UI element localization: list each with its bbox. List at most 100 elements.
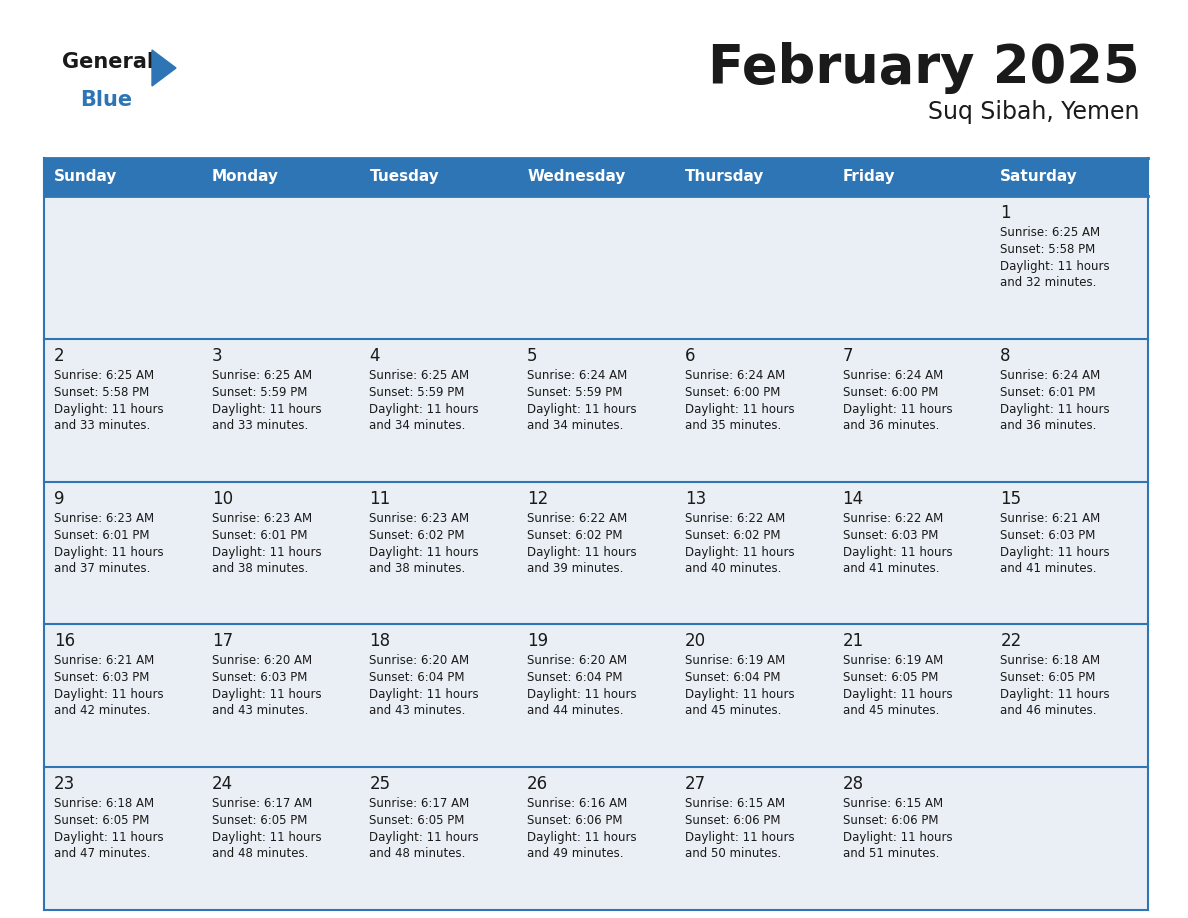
Bar (44, 339, 202, 482)
Bar (991, 624, 1148, 767)
Text: Sunset: 5:59 PM: Sunset: 5:59 PM (369, 386, 465, 398)
Text: Sunset: 5:59 PM: Sunset: 5:59 PM (211, 386, 307, 398)
Text: Sunset: 6:06 PM: Sunset: 6:06 PM (527, 814, 623, 827)
Text: 2: 2 (53, 347, 64, 364)
Text: Sunset: 6:02 PM: Sunset: 6:02 PM (527, 529, 623, 542)
Bar (44, 482, 202, 624)
Text: 28: 28 (842, 775, 864, 793)
Text: Daylight: 11 hours
and 39 minutes.: Daylight: 11 hours and 39 minutes. (527, 545, 637, 575)
Text: Sunrise: 6:17 AM: Sunrise: 6:17 AM (369, 797, 469, 811)
Text: 5: 5 (527, 347, 538, 364)
Bar (675, 624, 833, 767)
Text: 8: 8 (1000, 347, 1011, 364)
Bar (991, 196, 1148, 339)
Text: Sunset: 6:00 PM: Sunset: 6:00 PM (684, 386, 781, 398)
Text: Sunset: 6:05 PM: Sunset: 6:05 PM (53, 814, 150, 827)
Text: Sunrise: 6:22 AM: Sunrise: 6:22 AM (842, 511, 943, 524)
Text: Daylight: 11 hours
and 32 minutes.: Daylight: 11 hours and 32 minutes. (1000, 260, 1110, 289)
Text: 1: 1 (1000, 204, 1011, 222)
Text: Sunset: 6:03 PM: Sunset: 6:03 PM (211, 671, 307, 685)
Text: Sunrise: 6:24 AM: Sunrise: 6:24 AM (1000, 369, 1100, 382)
Text: Monday: Monday (211, 170, 279, 185)
Text: 25: 25 (369, 775, 391, 793)
Text: Daylight: 11 hours
and 45 minutes.: Daylight: 11 hours and 45 minutes. (684, 688, 795, 717)
Text: Sunrise: 6:18 AM: Sunrise: 6:18 AM (1000, 655, 1100, 667)
Bar (517, 196, 675, 339)
Text: Sunrise: 6:22 AM: Sunrise: 6:22 AM (527, 511, 627, 524)
Text: Daylight: 11 hours
and 33 minutes.: Daylight: 11 hours and 33 minutes. (53, 403, 164, 431)
Text: 20: 20 (684, 633, 706, 650)
Bar (360, 196, 517, 339)
Text: Sunrise: 6:23 AM: Sunrise: 6:23 AM (53, 511, 154, 524)
Bar (675, 482, 833, 624)
Text: Saturday: Saturday (1000, 170, 1078, 185)
Bar (517, 767, 675, 910)
Text: Wednesday: Wednesday (527, 170, 626, 185)
Text: 6: 6 (684, 347, 695, 364)
Text: Daylight: 11 hours
and 42 minutes.: Daylight: 11 hours and 42 minutes. (53, 688, 164, 717)
Text: Daylight: 11 hours
and 46 minutes.: Daylight: 11 hours and 46 minutes. (1000, 688, 1110, 717)
Text: Sunset: 5:58 PM: Sunset: 5:58 PM (1000, 243, 1095, 256)
Text: Daylight: 11 hours
and 51 minutes.: Daylight: 11 hours and 51 minutes. (842, 831, 953, 860)
Text: Suq Sibah, Yemen: Suq Sibah, Yemen (929, 100, 1140, 124)
Text: Sunrise: 6:22 AM: Sunrise: 6:22 AM (684, 511, 785, 524)
Text: 15: 15 (1000, 489, 1022, 508)
Text: Daylight: 11 hours
and 37 minutes.: Daylight: 11 hours and 37 minutes. (53, 545, 164, 575)
Text: Daylight: 11 hours
and 35 minutes.: Daylight: 11 hours and 35 minutes. (684, 403, 795, 431)
Text: 3: 3 (211, 347, 222, 364)
Text: Sunset: 6:01 PM: Sunset: 6:01 PM (211, 529, 308, 542)
Text: Sunrise: 6:16 AM: Sunrise: 6:16 AM (527, 797, 627, 811)
Text: Sunset: 6:05 PM: Sunset: 6:05 PM (211, 814, 307, 827)
Text: 9: 9 (53, 489, 64, 508)
Text: Sunday: Sunday (53, 170, 118, 185)
Text: Sunrise: 6:21 AM: Sunrise: 6:21 AM (1000, 511, 1100, 524)
Text: 14: 14 (842, 489, 864, 508)
Text: Sunrise: 6:18 AM: Sunrise: 6:18 AM (53, 797, 154, 811)
Bar (360, 339, 517, 482)
Text: Sunset: 6:03 PM: Sunset: 6:03 PM (53, 671, 150, 685)
Text: Sunset: 6:05 PM: Sunset: 6:05 PM (369, 814, 465, 827)
Text: 13: 13 (684, 489, 706, 508)
Text: Daylight: 11 hours
and 36 minutes.: Daylight: 11 hours and 36 minutes. (842, 403, 953, 431)
Bar (44, 624, 202, 767)
Text: Sunset: 6:06 PM: Sunset: 6:06 PM (684, 814, 781, 827)
Text: Daylight: 11 hours
and 45 minutes.: Daylight: 11 hours and 45 minutes. (842, 688, 953, 717)
Text: Sunset: 6:05 PM: Sunset: 6:05 PM (842, 671, 939, 685)
Bar (360, 767, 517, 910)
Text: Daylight: 11 hours
and 43 minutes.: Daylight: 11 hours and 43 minutes. (211, 688, 321, 717)
Text: 4: 4 (369, 347, 380, 364)
Bar (202, 624, 360, 767)
Text: 22: 22 (1000, 633, 1022, 650)
Text: 12: 12 (527, 489, 549, 508)
Text: Daylight: 11 hours
and 48 minutes.: Daylight: 11 hours and 48 minutes. (369, 831, 479, 860)
Text: Daylight: 11 hours
and 48 minutes.: Daylight: 11 hours and 48 minutes. (211, 831, 321, 860)
Text: Sunrise: 6:15 AM: Sunrise: 6:15 AM (684, 797, 785, 811)
Text: Sunset: 6:04 PM: Sunset: 6:04 PM (527, 671, 623, 685)
Bar (833, 339, 991, 482)
Text: Daylight: 11 hours
and 43 minutes.: Daylight: 11 hours and 43 minutes. (369, 688, 479, 717)
Text: Sunrise: 6:25 AM: Sunrise: 6:25 AM (369, 369, 469, 382)
Bar (202, 767, 360, 910)
Text: General: General (62, 52, 154, 72)
Bar (833, 767, 991, 910)
Bar (517, 339, 675, 482)
Text: Sunrise: 6:15 AM: Sunrise: 6:15 AM (842, 797, 943, 811)
Bar (517, 624, 675, 767)
Bar (991, 339, 1148, 482)
Bar (991, 482, 1148, 624)
Text: Thursday: Thursday (684, 170, 764, 185)
Bar (833, 624, 991, 767)
Text: 11: 11 (369, 489, 391, 508)
Text: Daylight: 11 hours
and 38 minutes.: Daylight: 11 hours and 38 minutes. (211, 545, 321, 575)
Text: Sunrise: 6:25 AM: Sunrise: 6:25 AM (1000, 226, 1100, 239)
Bar (833, 196, 991, 339)
Text: Sunrise: 6:19 AM: Sunrise: 6:19 AM (684, 655, 785, 667)
Text: Daylight: 11 hours
and 50 minutes.: Daylight: 11 hours and 50 minutes. (684, 831, 795, 860)
Text: Sunrise: 6:24 AM: Sunrise: 6:24 AM (527, 369, 627, 382)
Text: 21: 21 (842, 633, 864, 650)
Text: Daylight: 11 hours
and 47 minutes.: Daylight: 11 hours and 47 minutes. (53, 831, 164, 860)
Text: Sunset: 5:59 PM: Sunset: 5:59 PM (527, 386, 623, 398)
Text: Sunrise: 6:20 AM: Sunrise: 6:20 AM (369, 655, 469, 667)
Bar (675, 767, 833, 910)
Text: Sunset: 6:04 PM: Sunset: 6:04 PM (369, 671, 465, 685)
